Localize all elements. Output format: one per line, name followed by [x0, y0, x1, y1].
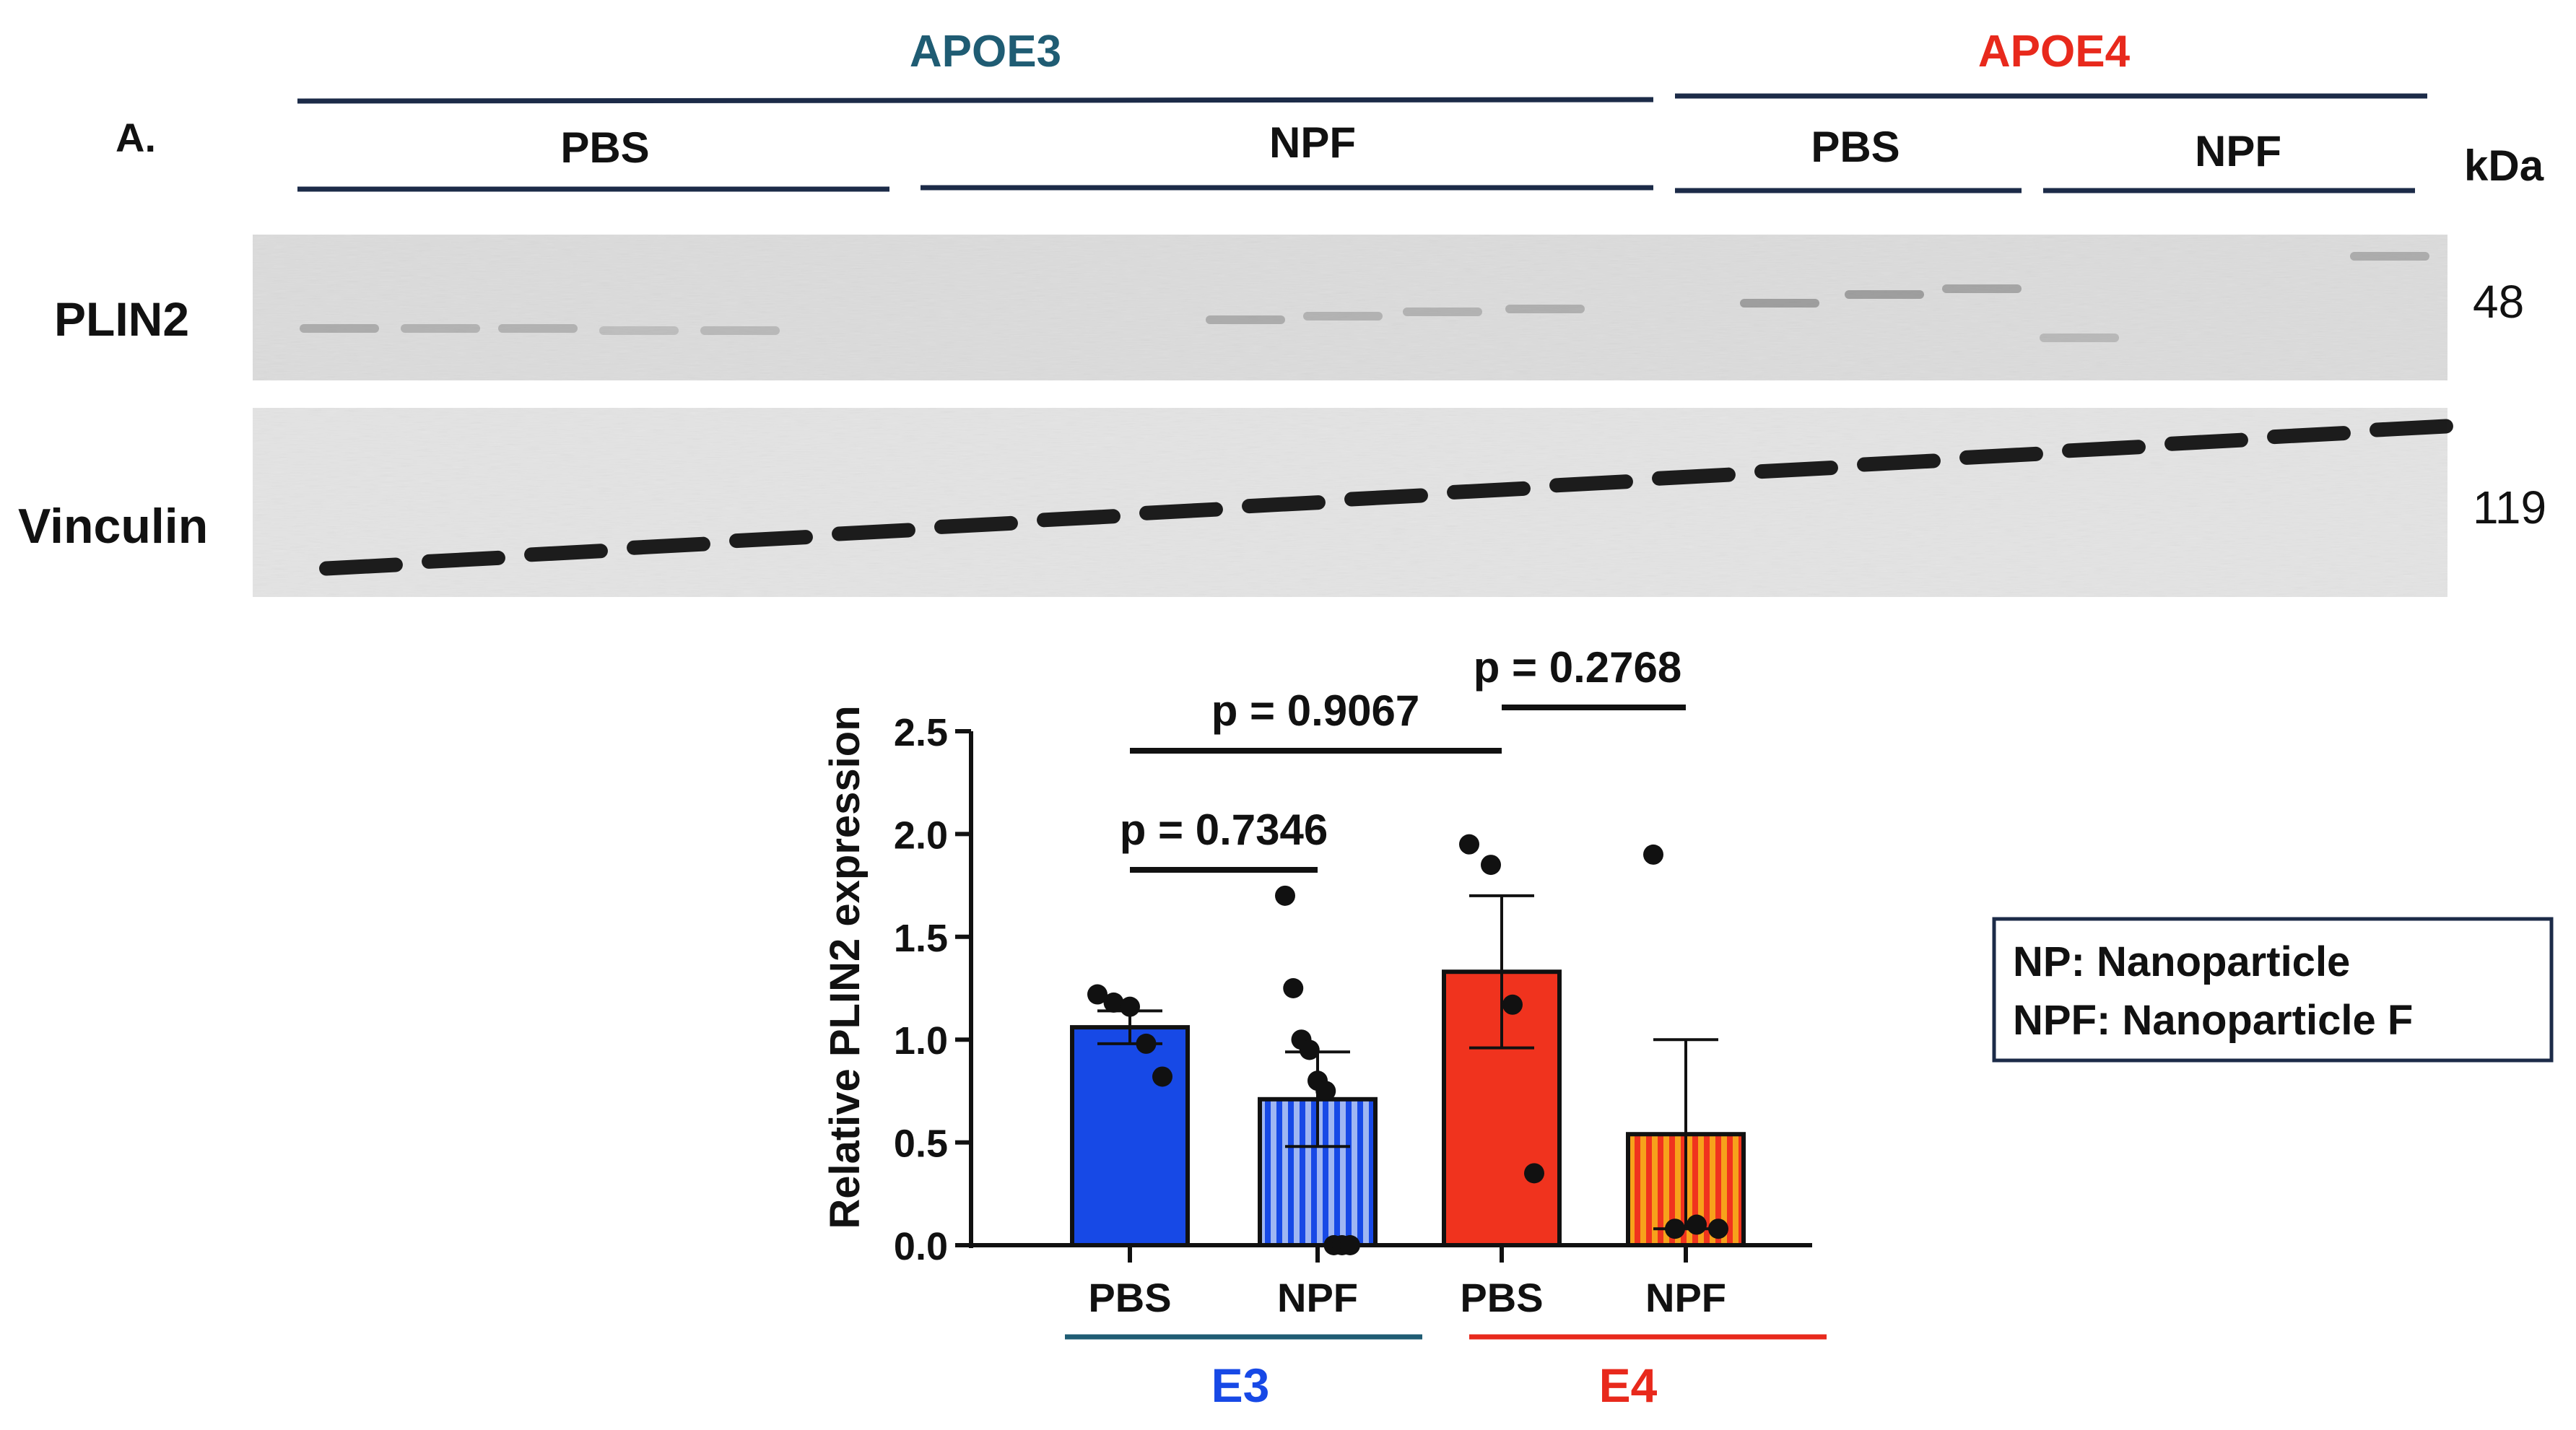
- plin2-band: [2350, 252, 2429, 261]
- y-tick-label: 1.0: [894, 1019, 948, 1063]
- x-tick-label: PBS: [1460, 1275, 1543, 1320]
- plin2-band: [498, 324, 578, 333]
- plin2-band: [700, 326, 780, 335]
- plin2-bar-chart: 0.0 0.5 1.0 1.5 2.0 2.5 PBS NPF PBS NPF p = 0.73…: [894, 643, 1827, 1412]
- significance-brackets: p = 0.7346 p = 0.9067 p = 0.2768: [1120, 643, 1686, 873]
- x-tick-label: NPF: [1645, 1275, 1726, 1320]
- plin2-blot: [253, 235, 2447, 380]
- data-point: [1136, 1033, 1157, 1054]
- error-bars: [1097, 894, 1718, 1231]
- vinculin-band: [2164, 432, 2248, 451]
- vinculin-band: [832, 523, 915, 541]
- vinculin-band: [319, 557, 403, 576]
- y-tick-label: 1.5: [894, 917, 948, 960]
- group-labels: E3 E4: [1065, 1334, 1827, 1412]
- data-point: [1120, 996, 1140, 1017]
- vinculin-blot: [253, 408, 2453, 597]
- data-point: [1502, 994, 1523, 1015]
- vinculin-band: [422, 550, 505, 569]
- p-value-label: p = 0.7346: [1120, 806, 1328, 854]
- vinculin-band: [627, 536, 710, 555]
- vinculin-band: [1857, 453, 1941, 472]
- data-point: [1315, 1081, 1336, 1102]
- plin2-band: [1206, 315, 1285, 324]
- apoe3-header-line: [297, 97, 1654, 104]
- bars: [1070, 969, 1746, 1248]
- p-value-label: p = 0.2768: [1474, 643, 1682, 692]
- vinculin-band: [2062, 440, 2146, 458]
- y-axis-label: Relative PLIN2 expression: [822, 705, 869, 1229]
- y-tick-label: 2.0: [894, 814, 948, 857]
- plin2-band: [1303, 312, 1383, 321]
- plin2-band: [1505, 305, 1585, 313]
- vinculin-band: [934, 515, 1018, 534]
- vinculin-band: [729, 530, 813, 549]
- vinculin-band: [2370, 419, 2453, 437]
- data-point: [1275, 885, 1295, 906]
- data-point: [1708, 1218, 1728, 1239]
- apoe3-group-label: APOE3: [910, 27, 1061, 77]
- vinculin-band: [1754, 461, 1838, 479]
- legend-box: NP: Nanoparticle NPF: Nanoparticle F: [1992, 917, 2554, 1063]
- plin2-row-label: PLIN2: [54, 292, 189, 346]
- apoe4-group-label: APOE4: [1978, 27, 2131, 77]
- x-tick-label: NPF: [1277, 1275, 1358, 1320]
- data-point: [1481, 855, 1501, 876]
- legend-line-1: NP: Nanoparticle: [2013, 938, 2350, 985]
- x-tick-label: PBS: [1088, 1275, 1171, 1320]
- plin2-band: [2040, 333, 2119, 342]
- vinculin-band: [1242, 495, 1326, 514]
- legend-line-2: NPF: Nanoparticle F: [2013, 997, 2413, 1044]
- data-point: [1643, 844, 1663, 865]
- apoe3-pbs-label: PBS: [560, 123, 649, 172]
- group-label: E4: [1599, 1359, 1658, 1412]
- vinculin-band: [2267, 426, 2351, 445]
- vinculin-band: [1549, 474, 1633, 493]
- data-point: [1665, 1218, 1685, 1239]
- vinculin-band: [1447, 481, 1531, 500]
- data-point: [1103, 992, 1124, 1013]
- vinculin-kda-value: 119: [2473, 481, 2546, 533]
- apoe4-npf-label: NPF: [2195, 127, 2281, 175]
- vinculin-band: [1344, 488, 1428, 507]
- vinculin-band: [1037, 509, 1121, 528]
- y-tick-label: 0.0: [894, 1225, 948, 1268]
- plin2-band: [599, 326, 679, 335]
- vinculin-row-label: Vinculin: [18, 499, 208, 554]
- vinculin-band: [1959, 446, 2043, 465]
- panel-label: A.: [116, 115, 156, 160]
- data-point: [1299, 1039, 1320, 1060]
- data-point: [1524, 1163, 1544, 1184]
- kda-label: kDa: [2464, 141, 2544, 190]
- x-axis: PBS NPF PBS NPF: [969, 1243, 1812, 1320]
- vinculin-band: [1652, 467, 1736, 486]
- plin2-band: [1942, 284, 2022, 293]
- data-point: [1152, 1066, 1172, 1087]
- y-axis: 0.0 0.5 1.0 1.5 2.0 2.5: [894, 711, 973, 1268]
- apoe3-npf-label: NPF: [1269, 118, 1356, 167]
- vinculin-band: [524, 544, 608, 562]
- plin2-band: [401, 324, 480, 333]
- y-tick-label: 0.5: [894, 1122, 948, 1166]
- data-point: [1687, 1214, 1707, 1235]
- data-point: [1087, 984, 1108, 1005]
- p-value-label: p = 0.9067: [1211, 686, 1420, 735]
- data-point: [1459, 834, 1479, 855]
- vinculin-band: [1139, 502, 1223, 520]
- plin2-band: [1845, 290, 1924, 299]
- plin2-band: [1403, 308, 1482, 316]
- bar: [1070, 1025, 1190, 1248]
- y-tick-label: 2.5: [894, 711, 948, 754]
- data-point: [1283, 978, 1304, 998]
- plin2-band: [300, 324, 379, 333]
- plin2-kda-value: 48: [2473, 276, 2524, 328]
- group-label: E3: [1211, 1359, 1270, 1412]
- plin2-band: [1740, 299, 1819, 308]
- apoe4-pbs-label: PBS: [1811, 123, 1900, 171]
